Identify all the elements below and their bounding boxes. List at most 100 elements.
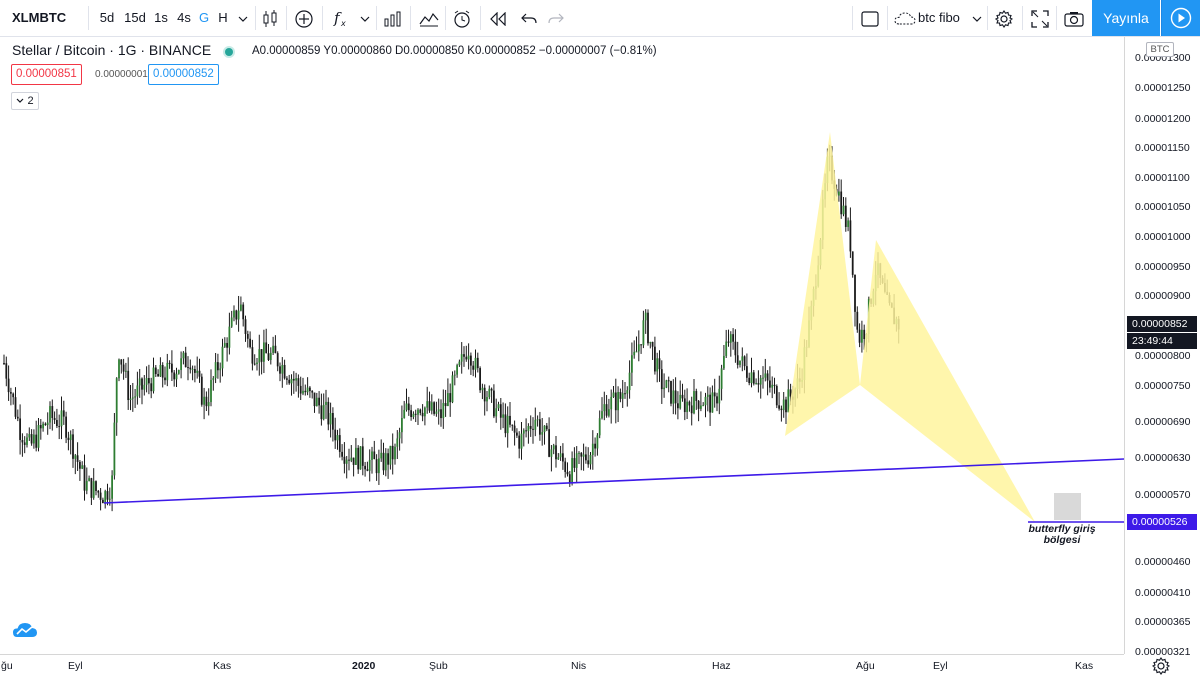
candle-body [861, 329, 863, 343]
interval-5d[interactable]: 5d [99, 10, 115, 25]
candle-body [74, 455, 77, 459]
candle-body [28, 434, 31, 438]
candle-body [283, 364, 286, 379]
price-tick: 0.00000950 [1135, 261, 1191, 273]
snapshot-button[interactable] [1062, 0, 1086, 36]
candle-body [99, 492, 102, 500]
price-tick: 0.00001150 [1135, 142, 1190, 154]
candle-body [562, 453, 564, 462]
candle-body [42, 423, 44, 429]
price-tick: 0.00001200 [1135, 113, 1191, 125]
candle-body [858, 329, 861, 343]
candle-body [180, 358, 182, 371]
collapse-indicators-button[interactable]: 2 [11, 92, 39, 110]
layout-name[interactable]: btc fibo [918, 10, 960, 25]
candle-body [189, 367, 192, 370]
interval-dropdown[interactable] [236, 0, 250, 36]
candle-body [145, 378, 148, 385]
chart-type-button[interactable] [260, 0, 280, 36]
candle-body [667, 380, 670, 382]
layout-cloud-button[interactable] [892, 0, 918, 36]
candle-body [755, 383, 757, 385]
candle-body [617, 391, 619, 411]
interval-15d[interactable]: 15d [124, 10, 146, 25]
price-tick: 0.00000365 [1135, 616, 1191, 628]
candle-body [384, 453, 387, 471]
replay-button[interactable] [487, 0, 509, 36]
redo-button[interactable] [545, 0, 567, 36]
time-tick: 2020 [352, 660, 376, 672]
tradingview-logo[interactable] [12, 621, 38, 639]
candle-body [380, 452, 383, 459]
candle-body [173, 372, 176, 380]
candle-body [299, 385, 302, 394]
sell-price-button[interactable]: 0.00000851 [11, 64, 82, 85]
spread-value: 0.00000001 [95, 69, 148, 80]
interval-1g-active[interactable]: G [198, 10, 210, 25]
publish-button[interactable]: Yayınla [1092, 0, 1160, 36]
divider [255, 6, 256, 30]
candle-body [265, 342, 268, 354]
price-tick: 0.00001250 [1135, 82, 1191, 94]
alert-button[interactable] [451, 0, 473, 36]
candle-body [58, 426, 61, 428]
candle-body [785, 399, 787, 413]
financials-button[interactable] [382, 0, 404, 36]
cloud-icon [894, 12, 916, 25]
candle-body [566, 471, 569, 475]
indicators-dropdown[interactable] [358, 0, 372, 36]
candle-body [612, 392, 615, 397]
axis-settings-button[interactable] [1151, 657, 1171, 675]
candle-body [269, 352, 272, 361]
compare-add-button[interactable] [293, 0, 315, 36]
candle-body [585, 454, 587, 461]
candle-body [557, 457, 560, 460]
candle-body [734, 341, 737, 356]
chart-pane[interactable] [0, 37, 1124, 654]
candle-body [640, 344, 642, 346]
plus-circle-icon [295, 9, 313, 28]
candle-body [67, 437, 70, 441]
candle-body [182, 352, 185, 359]
candle-body [635, 351, 638, 353]
series-legend: Stellar / Bitcoin · 1G · BINANCE [12, 42, 233, 58]
candle-body [327, 401, 330, 425]
templates-button[interactable] [418, 0, 440, 36]
chevron-down-icon [16, 98, 24, 103]
candle-body [3, 363, 5, 364]
interval-4s[interactable]: 4s [177, 10, 191, 25]
time-axis[interactable]: ğu Eyl Kas 2020 Şub Nis Haz Ağu Eyl Kas [0, 654, 1124, 677]
candle-body [88, 478, 90, 481]
fullscreen-select-button[interactable] [858, 0, 882, 36]
candle-body [113, 422, 116, 476]
time-tick: Ağu [856, 660, 875, 672]
candle-body [184, 352, 187, 368]
candle-body [244, 319, 247, 334]
symbol-search-button[interactable]: XLMBTC [12, 10, 67, 25]
candle-body [260, 349, 263, 362]
candle-body [476, 357, 479, 369]
settings-button[interactable] [992, 0, 1016, 36]
interval-h[interactable]: H [218, 10, 228, 25]
series-title[interactable]: Stellar / Bitcoin · 1G · BINANCE [12, 42, 212, 58]
currency-label[interactable]: BTC [1146, 42, 1174, 57]
level-price-label: 0.00000526 [1127, 514, 1197, 530]
candle-body [157, 373, 159, 377]
candle-body [325, 401, 327, 405]
candle-body [732, 334, 734, 342]
candle-body [764, 373, 767, 378]
candle-body [451, 375, 454, 403]
candle-body [166, 362, 169, 381]
undo-button[interactable] [518, 0, 540, 36]
candle-body [191, 369, 194, 371]
candle-body [509, 415, 511, 425]
interval-1s[interactable]: 1s [154, 10, 168, 25]
candle-body [115, 378, 118, 423]
buy-price-button[interactable]: 0.00000852 [148, 64, 219, 85]
indicator-count: 2 [27, 95, 34, 107]
publish-play-button[interactable] [1161, 0, 1200, 36]
fullscreen-button[interactable] [1028, 0, 1052, 36]
candle-body [118, 359, 120, 379]
layout-dropdown[interactable] [970, 0, 984, 36]
